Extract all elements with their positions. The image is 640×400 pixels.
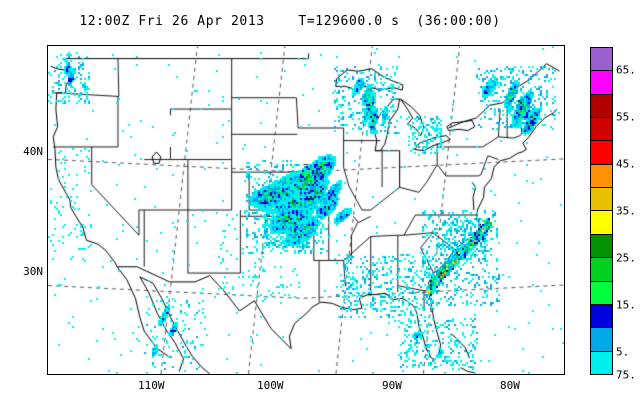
colorbar-band-35-40 — [591, 210, 612, 234]
colorbar-tick-55: 55. — [616, 110, 636, 124]
colorbar-band-40-45 — [591, 187, 612, 211]
radar-reflectivity-canvas — [48, 46, 564, 374]
colorbar-band-15-20 — [591, 303, 612, 328]
colorbar-tick-35: 35. — [616, 204, 636, 218]
colorbar-band-70-75 — [591, 47, 612, 71]
colorbar-band-10-15 — [591, 327, 612, 351]
colorbar — [590, 47, 613, 375]
lat-tick-label-40n: 40N — [23, 145, 43, 158]
colorbar-tick-75: 75. — [616, 368, 636, 382]
colorbar-band-30-35 — [591, 233, 612, 258]
colorbar-tick-25: 25. — [616, 251, 636, 265]
lon-tick-label-80w: 80W — [500, 379, 520, 392]
lat-tick-label-30n: 30N — [23, 265, 43, 278]
lon-tick-label-100w: 100W — [257, 379, 284, 392]
colorbar-band-55-60 — [591, 117, 612, 141]
colorbar-tick-15: 15. — [616, 298, 636, 312]
lon-tick-label-90w: 90W — [382, 379, 402, 392]
colorbar-band-50-55 — [591, 140, 612, 164]
colorbar-tick-45: 45. — [616, 157, 636, 171]
colorbar-tick-65: 65. — [616, 63, 636, 77]
figure-title: 12:00Z Fri 26 Apr 2013 T=129600.0 s (36:… — [79, 14, 501, 29]
colorbar-band-65-70 — [591, 70, 612, 94]
lon-tick-label-110w: 110W — [138, 379, 165, 392]
map-plot-area — [47, 45, 565, 375]
colorbar-tick-5: 5. — [616, 345, 630, 359]
colorbar-band-20-25 — [591, 280, 612, 304]
colorbar-band-5-10 — [591, 350, 612, 374]
colorbar-band-25-30 — [591, 257, 612, 281]
colorbar-band-45-50 — [591, 163, 612, 188]
colorbar-band-60-65 — [591, 93, 612, 118]
colorbar-tick-labels: 5. 15. 25. 35. 45. 55. 65. 75. — [616, 47, 640, 382]
